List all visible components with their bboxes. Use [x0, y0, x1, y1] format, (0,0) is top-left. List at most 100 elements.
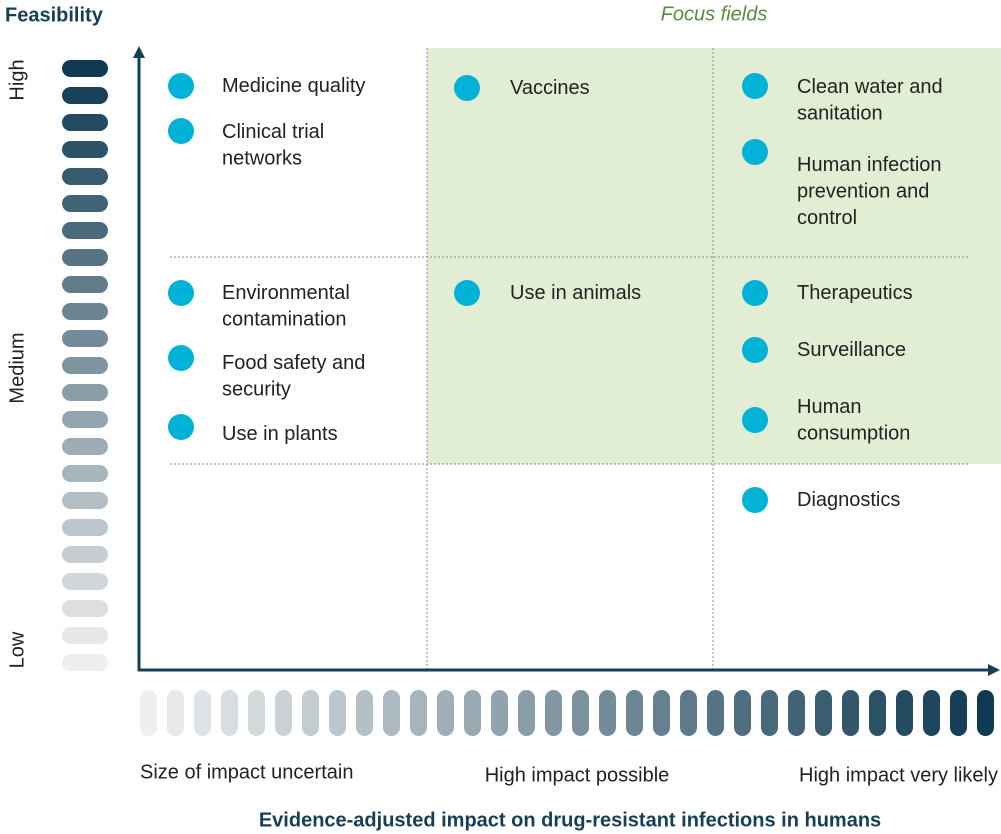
x-level: High impact possible: [485, 764, 670, 786]
item: Vaccines: [454, 75, 590, 101]
item-label: Use in animals: [510, 282, 641, 304]
x-level: High impact very likely: [799, 764, 998, 786]
scale-pill: [62, 519, 108, 536]
item-label-line: Clinical trial: [222, 121, 324, 143]
item-label-line: consumption: [797, 423, 910, 445]
y-axis-title: Feasibility: [5, 4, 104, 26]
item-label-line: Surveillance: [797, 339, 906, 361]
scale-pill: [62, 546, 108, 563]
scale-pill: [815, 690, 832, 736]
impact-scale: [140, 690, 994, 736]
item-dot: [742, 280, 768, 306]
scale-pill: [62, 330, 108, 347]
item-dot: [168, 414, 194, 440]
y-arrow: [133, 46, 145, 58]
item-label: Surveillance: [797, 339, 906, 361]
item-label-line: Food safety and: [222, 352, 365, 374]
scale-pill: [923, 690, 940, 736]
item-label-line: Human infection: [797, 154, 942, 176]
scale-pill: [194, 690, 211, 736]
scale-pill: [62, 600, 108, 617]
scale-pill: [62, 222, 108, 239]
item-dot: [168, 280, 194, 306]
scale-pill: [680, 690, 697, 736]
item-dot: [168, 118, 194, 144]
item-dot: [742, 139, 768, 165]
scale-pill: [545, 690, 562, 736]
y-level: Medium: [6, 332, 28, 403]
scale-pill: [221, 690, 238, 736]
scale-pill: [248, 690, 265, 736]
item-label-line: security: [222, 379, 291, 401]
item: Use in animals: [454, 280, 641, 306]
item-label: Use in plants: [222, 423, 338, 445]
scale-pill: [62, 384, 108, 401]
item-dot: [742, 487, 768, 513]
item-label: Food safety and security: [222, 352, 365, 401]
scale-pill: [62, 168, 108, 185]
scale-pill: [518, 690, 535, 736]
y-level: High: [6, 59, 28, 100]
scale-pill: [869, 690, 886, 736]
scale-pill: [275, 690, 292, 736]
item-label-line: Environmental: [222, 282, 350, 304]
item-label-line: sanitation: [797, 103, 883, 125]
item-label: Clinical trial networks: [222, 121, 324, 170]
item: Clinical trial networks: [168, 118, 324, 170]
item-label-line: Use in animals: [510, 282, 641, 304]
scale-pill: [491, 690, 508, 736]
feasibility-scale: [62, 60, 108, 671]
scale-pill: [302, 690, 319, 736]
scale-pill: [62, 195, 108, 212]
item-label-line: Medicine quality: [222, 75, 365, 97]
grid: [170, 48, 970, 670]
scale-pill: [62, 276, 108, 293]
item-dot: [742, 337, 768, 363]
item: Medicine quality: [168, 73, 365, 99]
scale-pill: [410, 690, 427, 736]
item: Use in plants: [168, 414, 338, 445]
item-dot: [168, 73, 194, 99]
item-label: Vaccines: [510, 77, 590, 99]
item: Human infection prevention and control: [742, 139, 942, 229]
item-label-line: control: [797, 207, 857, 229]
scale-pill: [62, 492, 108, 509]
item-label: Diagnostics: [797, 489, 900, 511]
item: Surveillance: [742, 337, 906, 363]
scale-pill: [62, 465, 108, 482]
scale-pill: [842, 690, 859, 736]
scale-pill: [356, 690, 373, 736]
item-label-line: Human: [797, 396, 861, 418]
focus-label: Focus fields: [661, 3, 768, 25]
scale-pill: [896, 690, 913, 736]
item-label: Medicine quality: [222, 75, 365, 97]
item: Environmental contamination: [168, 280, 350, 331]
scale-pill: [62, 438, 108, 455]
item: Food safety and security: [168, 345, 365, 401]
item-label-line: Use in plants: [222, 423, 338, 445]
item-dot: [454, 75, 480, 101]
scale-pill: [62, 141, 108, 158]
scale-pill: [464, 690, 481, 736]
item: Clean water and sanitation: [742, 73, 943, 125]
scale-pill: [62, 303, 108, 320]
scale-pill: [977, 690, 994, 736]
item-label: Human infection prevention and control: [797, 154, 942, 229]
item: Therapeutics: [742, 280, 913, 306]
item-label-line: networks: [222, 148, 302, 170]
x-axis-title: Evidence-adjusted impact on drug-resista…: [259, 809, 881, 831]
item-label-line: Diagnostics: [797, 489, 900, 511]
scale-pill: [572, 690, 589, 736]
scale-pill: [599, 690, 616, 736]
x-arrow: [988, 664, 1000, 676]
item-label: Environmental contamination: [222, 282, 350, 331]
focus-area: [427, 48, 1001, 464]
scale-pill: [734, 690, 751, 736]
scale-pill: [62, 87, 108, 104]
scale-pill: [140, 690, 157, 736]
item-label: Therapeutics: [797, 282, 913, 304]
scale-pill: [950, 690, 967, 736]
item-label-line: Vaccines: [510, 77, 590, 99]
item-label-line: Therapeutics: [797, 282, 913, 304]
item: Diagnostics: [742, 487, 900, 513]
